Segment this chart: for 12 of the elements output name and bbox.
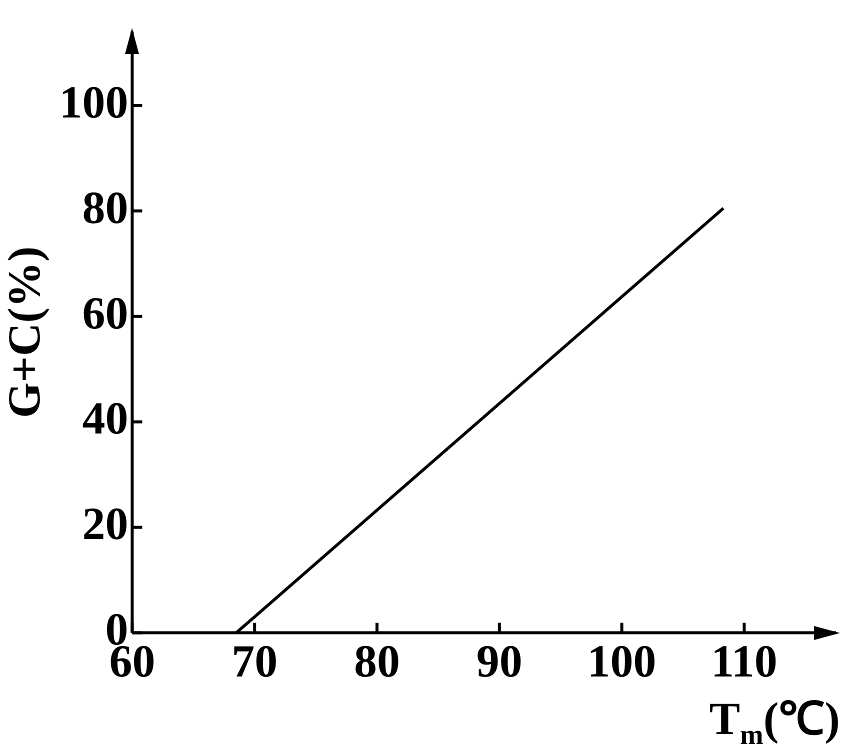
- x-tick-label: 80: [354, 635, 400, 686]
- y-tick-label: 60: [82, 287, 128, 338]
- y-tick-label: 100: [59, 76, 128, 128]
- y-tick-label: 80: [82, 182, 128, 233]
- x-axis-title: T$_{m}$(℃): [709, 692, 840, 752]
- x-tick-label: 100: [587, 635, 656, 686]
- y-tick-label: 20: [82, 498, 128, 550]
- y-tick-label: 40: [82, 392, 128, 444]
- x-tick-label: 90: [476, 635, 522, 686]
- y-axis-title: G+C(%): [0, 246, 50, 418]
- x-tick-label: 110: [710, 635, 778, 686]
- x-tick-label: 70: [232, 635, 278, 686]
